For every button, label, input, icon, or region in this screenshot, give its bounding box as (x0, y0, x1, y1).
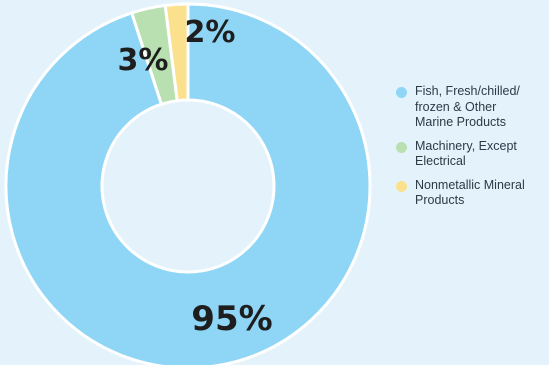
legend-swatch-fish (396, 87, 407, 98)
value-label-machinery: 3% (118, 43, 169, 78)
legend-swatch-nonmetallic (396, 180, 407, 192)
legend-label-machinery: Machinery, Except Electrical (415, 138, 517, 169)
legend: Fish, Fresh/chilled/ frozen & Other Mari… (396, 84, 549, 217)
legend-item-nonmetallic: Nonmetallic Mineral Products (396, 178, 549, 209)
slice-fish (4, 2, 372, 365)
value-label-fish: 95% (191, 299, 272, 339)
legend-swatch-machinery (396, 141, 407, 153)
legend-label-nonmetallic: Nonmetallic Mineral Products (415, 177, 525, 208)
legend-label-fish: Fish, Fresh/chilled/ frozen & Other Mari… (415, 84, 520, 129)
value-label-nonmetallic: 2% (185, 15, 236, 50)
legend-item-fish: Fish, Fresh/chilled/ frozen & Other Mari… (396, 84, 549, 131)
slice-nonmetallic (163, 2, 190, 103)
legend-item-machinery: Machinery, Except Electrical (396, 139, 549, 170)
